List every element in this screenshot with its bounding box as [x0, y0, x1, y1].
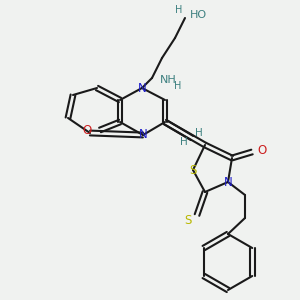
Text: S: S — [184, 214, 192, 226]
Text: N: N — [224, 176, 232, 188]
Text: H: H — [174, 81, 182, 91]
Text: H: H — [195, 128, 203, 138]
Text: O: O — [257, 143, 266, 157]
Text: H: H — [175, 5, 182, 15]
Text: NH: NH — [160, 75, 177, 85]
Text: N: N — [138, 82, 146, 94]
Text: O: O — [83, 124, 92, 136]
Text: H: H — [180, 137, 188, 147]
Text: N: N — [139, 128, 147, 142]
Text: S: S — [189, 164, 197, 176]
Text: HO: HO — [190, 10, 207, 20]
